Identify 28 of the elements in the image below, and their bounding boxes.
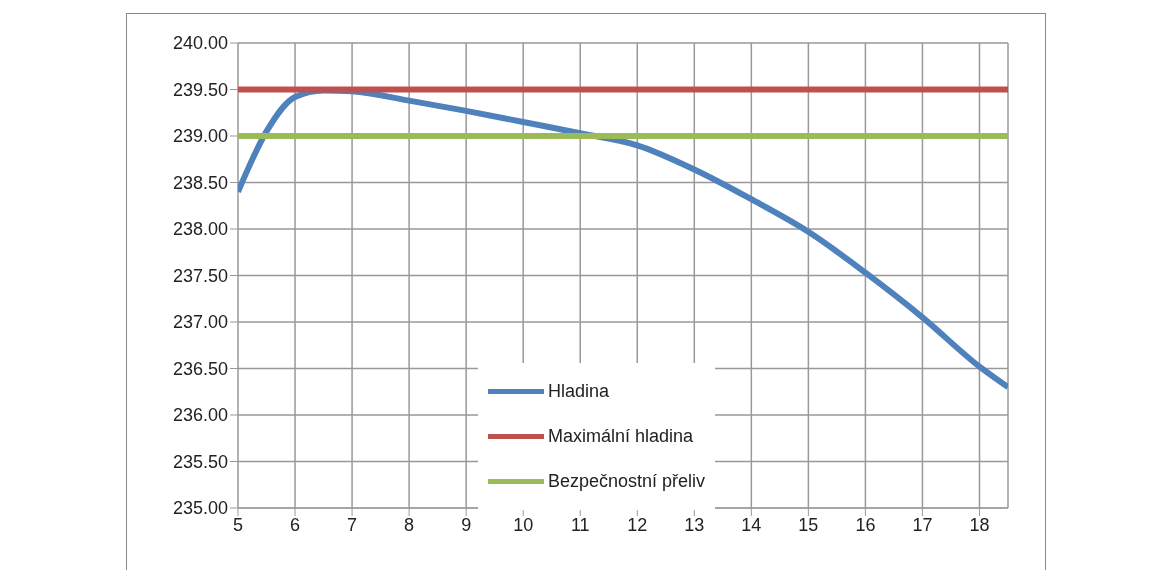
- legend-label: Maximální hladina: [548, 426, 694, 447]
- x-tick-label: 14: [741, 514, 762, 535]
- y-tick-label: 236.50: [172, 358, 228, 379]
- legend-label: Bezpečnostní přeliv: [548, 471, 706, 492]
- y-tick-label: 238.50: [172, 172, 228, 193]
- x-tick-label: 17: [912, 514, 933, 535]
- x-tick-label: 12: [627, 514, 648, 535]
- y-tick-label: 239.50: [172, 79, 228, 100]
- y-tick-label: 238.00: [172, 219, 228, 240]
- x-tick-label: 7: [347, 514, 358, 535]
- x-tick-label: 18: [969, 514, 990, 535]
- y-tick-label: 237.50: [172, 265, 228, 286]
- x-tick-label: 11: [570, 514, 590, 535]
- y-tick-label: 236.00: [172, 405, 228, 426]
- y-tick-label: 237.00: [172, 312, 228, 333]
- x-tick-label: 15: [798, 514, 819, 535]
- y-tick-label: 235.50: [172, 451, 228, 472]
- y-tick-label: 235.00: [172, 498, 228, 519]
- x-tick-label: 9: [461, 514, 472, 535]
- legend-label: Hladina: [548, 381, 610, 402]
- y-tick-label: 239.00: [172, 126, 228, 147]
- x-tick-label: 10: [513, 514, 534, 535]
- y-tick-label: 240.00: [172, 33, 228, 54]
- x-tick-label: 16: [855, 514, 876, 535]
- x-tick-label: 13: [684, 514, 705, 535]
- x-tick-label: 8: [404, 514, 415, 535]
- x-tick-label: 5: [232, 514, 244, 535]
- x-tick-label: 6: [290, 514, 301, 535]
